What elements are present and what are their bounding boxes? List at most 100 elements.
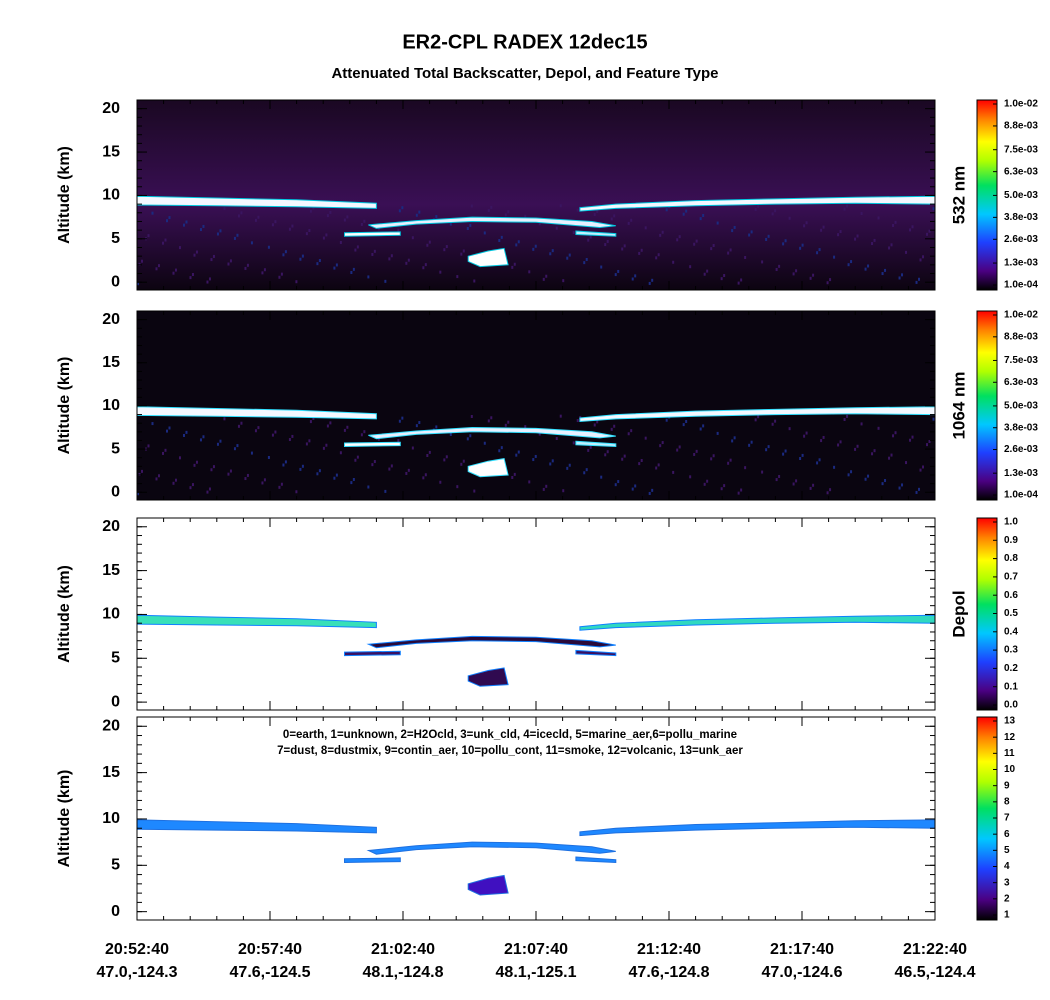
colorbar-tick-label: 3.8e-03 xyxy=(1004,212,1038,223)
colorbar-label: 532 nm xyxy=(949,166,968,225)
noise xyxy=(928,440,931,444)
noise xyxy=(676,448,679,452)
noise xyxy=(333,266,336,270)
noise xyxy=(352,267,355,271)
noise xyxy=(325,443,328,447)
noise xyxy=(282,253,285,257)
noise xyxy=(360,222,363,226)
noise xyxy=(318,259,321,263)
feature-layer xyxy=(344,857,401,864)
noise xyxy=(729,458,732,462)
noise xyxy=(617,269,620,273)
noise xyxy=(820,439,823,443)
noise xyxy=(795,479,798,483)
noise xyxy=(137,282,139,286)
noise xyxy=(212,465,215,469)
noise xyxy=(532,458,535,462)
noise xyxy=(500,235,503,239)
noise xyxy=(191,272,194,276)
noise xyxy=(299,467,302,471)
noise xyxy=(890,243,893,247)
noise xyxy=(428,450,431,454)
noise xyxy=(511,265,514,269)
noise xyxy=(740,278,743,282)
noise xyxy=(634,484,637,488)
noise xyxy=(551,249,554,253)
noise xyxy=(685,419,688,423)
noise xyxy=(513,262,516,266)
noise xyxy=(623,454,626,458)
plot-background xyxy=(137,311,935,500)
noise xyxy=(390,254,393,258)
noise xyxy=(871,242,874,246)
noise xyxy=(318,469,321,473)
noise xyxy=(161,451,164,455)
noise xyxy=(515,243,518,247)
noise xyxy=(614,273,617,277)
noise xyxy=(237,424,240,428)
noise xyxy=(407,468,410,472)
noise xyxy=(397,438,400,442)
noise xyxy=(284,250,287,254)
noise xyxy=(805,431,808,435)
noise xyxy=(884,479,887,483)
noise xyxy=(922,255,925,259)
noise xyxy=(487,208,490,212)
noise xyxy=(685,209,688,213)
noise xyxy=(422,476,425,480)
noise xyxy=(720,277,723,281)
noise xyxy=(411,236,414,240)
colorbar-tick-label: 0.1 xyxy=(1004,681,1018,692)
colorbar-tick-label: 3 xyxy=(1004,877,1010,888)
noise xyxy=(837,443,840,447)
colorbar-tick-label: 1.0e-04 xyxy=(1004,280,1038,291)
noise xyxy=(500,446,503,450)
noise xyxy=(335,263,338,267)
noise xyxy=(538,432,541,436)
noise xyxy=(443,248,446,252)
noise xyxy=(339,451,342,455)
noise xyxy=(504,213,507,217)
colorbar-tick-label: 2 xyxy=(1004,893,1010,904)
noise xyxy=(534,454,537,458)
noise xyxy=(325,233,328,237)
noise xyxy=(352,477,355,481)
x-location-label: 47.6,-124.8 xyxy=(629,964,710,981)
noise xyxy=(604,243,607,247)
noise xyxy=(761,470,764,474)
noise xyxy=(507,210,510,214)
noise xyxy=(562,489,565,493)
noise xyxy=(587,238,590,242)
colorbar-tick-label: 0.8 xyxy=(1004,553,1018,564)
noise xyxy=(210,258,213,262)
noise xyxy=(555,226,558,230)
noise xyxy=(551,459,554,463)
noise xyxy=(511,476,514,480)
x-location-label: 47.0,-124.6 xyxy=(762,964,843,981)
colorbar-tick-label: 6.3e-03 xyxy=(1004,166,1038,177)
noise xyxy=(137,492,139,496)
noise xyxy=(470,414,473,418)
noise xyxy=(596,420,599,424)
noise xyxy=(775,478,778,482)
noise xyxy=(600,475,603,479)
feature-layer xyxy=(575,230,617,237)
noise xyxy=(460,252,463,256)
noise xyxy=(932,207,935,211)
noise xyxy=(244,477,247,481)
noise xyxy=(638,462,641,466)
noise xyxy=(309,420,312,424)
noise xyxy=(147,234,150,238)
noise xyxy=(631,277,634,281)
noise xyxy=(659,444,662,448)
noise xyxy=(288,438,291,442)
noise xyxy=(860,422,863,426)
colorbar-tick-label: 9 xyxy=(1004,780,1010,791)
noise xyxy=(716,431,719,435)
noise xyxy=(309,209,312,213)
noise xyxy=(549,252,552,256)
colorbar-tick-label: 4 xyxy=(1004,861,1010,872)
noise xyxy=(174,478,177,482)
noise xyxy=(727,461,730,465)
noise xyxy=(587,448,590,452)
